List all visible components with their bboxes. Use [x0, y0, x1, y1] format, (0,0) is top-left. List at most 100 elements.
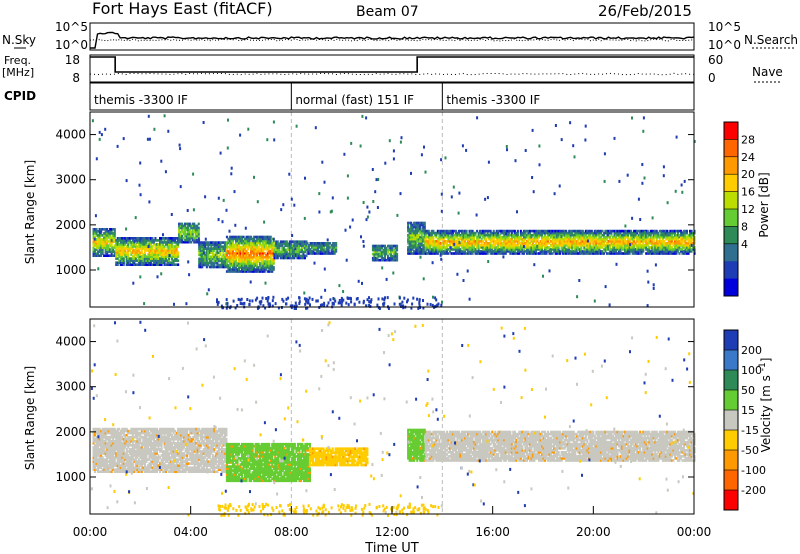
echo-cell — [601, 240, 604, 243]
echo-cell — [216, 253, 219, 257]
echo-cell — [253, 247, 256, 251]
echo-cell — [491, 252, 494, 255]
echo-cell — [142, 253, 145, 256]
echo-cell — [528, 235, 531, 239]
echo-cell — [251, 270, 254, 273]
echo-cell — [154, 247, 157, 250]
echo-cell — [157, 259, 160, 262]
echo-cell — [165, 257, 168, 260]
echo-cell — [527, 233, 530, 237]
echo-cell — [667, 237, 670, 241]
echo-cell — [414, 250, 417, 253]
echo-cell — [97, 444, 100, 447]
echo-cell — [254, 235, 257, 239]
echo-cell — [589, 246, 592, 249]
echo-cell — [601, 252, 604, 255]
echo-cell — [633, 248, 636, 251]
echo-cell — [253, 249, 256, 253]
scatter-point — [375, 178, 378, 182]
echo-cell — [125, 454, 128, 457]
echo-cell — [250, 266, 253, 269]
scatter-point — [359, 144, 362, 148]
echo-cell — [422, 240, 425, 243]
echo-cell — [456, 250, 459, 253]
echo-cell — [621, 240, 624, 243]
echo-cell — [137, 237, 140, 240]
echo-cell — [427, 250, 430, 253]
echo-cell — [149, 245, 152, 248]
echo-cell — [424, 248, 427, 251]
echo-cell — [462, 229, 465, 233]
echo-cell — [143, 247, 146, 250]
echo-cell — [254, 260, 257, 263]
echo-cell — [414, 223, 417, 227]
echo-cell — [116, 466, 119, 469]
echo-cell — [202, 245, 205, 248]
echo-cell — [692, 248, 695, 251]
echo-cell — [103, 242, 106, 245]
scatter-point — [604, 285, 607, 289]
echo-cell — [480, 246, 483, 249]
echo-cell — [596, 237, 599, 241]
echo-cell — [103, 440, 106, 443]
echo-cell — [453, 240, 456, 243]
echo-cell — [160, 263, 163, 266]
echo-cell — [501, 248, 504, 251]
echo-cell — [563, 248, 566, 251]
echo-cell — [233, 268, 236, 271]
echo-cell — [388, 248, 391, 252]
echo-cell — [618, 248, 621, 251]
echo-cell — [563, 244, 566, 247]
echo-cell — [197, 234, 200, 238]
echo-cell — [217, 247, 220, 250]
echo-cell — [248, 239, 251, 243]
echo-cell — [268, 241, 271, 245]
echo-cell — [461, 237, 464, 241]
echo-cell — [616, 244, 619, 247]
echo-cell — [531, 248, 534, 251]
echo-cell — [503, 248, 506, 251]
echo-cell — [166, 243, 169, 246]
echo-cell — [95, 464, 98, 467]
echo-cell — [95, 460, 98, 463]
echo-cell — [516, 250, 519, 253]
echo-cell — [104, 458, 107, 461]
echo-cell — [442, 233, 445, 237]
echo-cell — [513, 229, 516, 233]
echo-cell — [645, 240, 648, 243]
echo-cell — [296, 244, 299, 248]
echo-cell — [509, 252, 512, 255]
echo-cell — [465, 242, 468, 245]
echo-cell — [265, 266, 268, 269]
echo-cell — [159, 245, 162, 248]
echo-cell — [101, 250, 104, 253]
scatter-point — [613, 136, 616, 140]
echo-cell — [110, 242, 113, 245]
echo-cell — [157, 253, 160, 256]
echo-cell — [652, 248, 655, 251]
echo-cell — [282, 240, 285, 243]
echo-cell — [259, 268, 262, 271]
echo-cell — [545, 240, 548, 243]
echo-cell — [168, 239, 171, 242]
echo-cell — [311, 246, 314, 249]
echo-cell — [98, 244, 101, 247]
echo-cell — [294, 252, 297, 256]
echo-cell — [174, 247, 177, 250]
echo-cell — [201, 255, 204, 259]
echo-cell — [568, 252, 571, 255]
colorbar-tick-label: 16 — [741, 186, 755, 199]
echo-cell — [133, 243, 136, 246]
echo-cell — [197, 232, 200, 236]
echo-cell — [408, 242, 411, 245]
echo-cell — [219, 265, 222, 269]
echo-cell — [498, 244, 501, 247]
echo-cell — [541, 248, 544, 251]
echo-cell — [451, 252, 454, 255]
echo-cell — [444, 235, 447, 239]
echo-cell — [578, 244, 581, 247]
echo-cell — [533, 244, 536, 247]
echo-cell — [287, 246, 290, 250]
echo-cell — [250, 251, 253, 255]
echo-cell — [205, 241, 208, 244]
